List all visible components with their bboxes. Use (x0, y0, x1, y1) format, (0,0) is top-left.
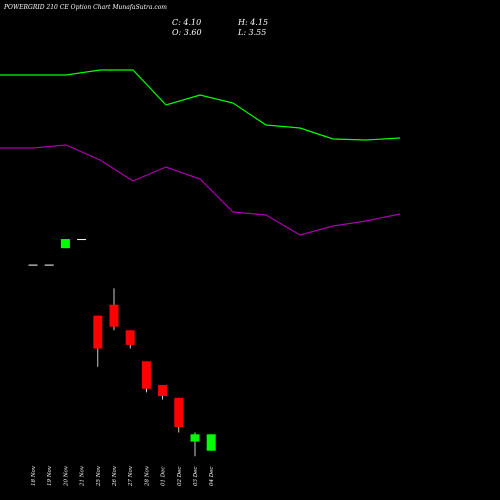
x-tick-label: 18 Nov (31, 465, 37, 486)
close-value: C: 4.10 (172, 18, 202, 27)
x-tick-label: 02 Dec (177, 467, 183, 487)
candle-19-nov (44, 264, 54, 266)
x-tick-label: 25 Nov (96, 465, 102, 487)
x-tick-label: 19 Nov (47, 465, 53, 486)
candle-25-nov (93, 315, 103, 367)
candle-body (158, 385, 168, 396)
open-value: O: 3.60 (172, 28, 202, 37)
x-tick-label: 21 Nov (80, 465, 86, 487)
candle-body (125, 330, 135, 345)
candle-28-nov (141, 361, 151, 393)
candle-26-nov (109, 288, 119, 331)
series-line-1 (0, 69, 401, 141)
candle-02-dec (174, 397, 184, 433)
candle-body (141, 361, 151, 389)
candle-body (44, 264, 54, 266)
low-value: L: 3.55 (238, 28, 267, 37)
x-tick-label: 04 Dec (209, 467, 215, 487)
candle-04-dec (206, 434, 216, 451)
candle-body (174, 397, 184, 428)
candle-27-nov (125, 330, 135, 349)
candle-body (190, 434, 200, 442)
x-tick-label: 27 Nov (128, 465, 134, 487)
x-tick-label: 26 Nov (112, 465, 118, 487)
candle-body (60, 239, 70, 249)
candle-body (77, 239, 87, 241)
x-tick-label: 01 Dec (161, 467, 167, 487)
candle-body (206, 434, 216, 451)
chart-title: POWERGRID 210 CE Option Chart MunafaSutr… (4, 4, 167, 11)
candle-21-nov (77, 239, 87, 241)
candle-body (109, 304, 119, 327)
candle-01-dec (158, 385, 168, 400)
candle-body (28, 264, 38, 266)
x-tick-label: 20 Nov (63, 465, 69, 487)
candle-03-dec (190, 432, 200, 457)
x-tick-label: 28 Nov (144, 465, 150, 487)
candle-body (93, 315, 103, 349)
x-tick-label: 03 Dec (193, 467, 199, 487)
candle-18-nov (28, 264, 38, 266)
candle-20-nov (60, 239, 70, 249)
high-value: H: 4.15 (238, 18, 269, 27)
series-line-2 (0, 144, 401, 236)
